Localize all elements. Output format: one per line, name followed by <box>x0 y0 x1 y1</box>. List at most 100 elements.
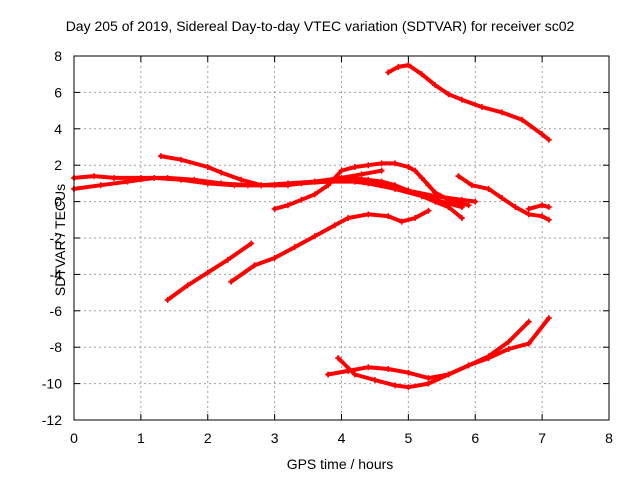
data-point <box>485 185 492 192</box>
data-point <box>405 369 412 376</box>
data-point <box>425 375 432 382</box>
data-point <box>285 182 291 189</box>
data-point <box>157 153 164 160</box>
axis-ticks: 0 1 2 3 4 5 6 7 8 -12 -10 -8 -6 -4 -2 0 2 4 6 8 <box>42 48 613 446</box>
data-point <box>539 202 546 209</box>
x-tick-label: 8 <box>605 430 613 446</box>
x-tick-label: 6 <box>471 430 479 446</box>
data-point <box>271 255 278 262</box>
x-tick-label: 5 <box>404 430 412 446</box>
series-track-7 <box>455 173 552 223</box>
y-tick-label: 4 <box>54 121 62 137</box>
y-tick-label: -6 <box>50 303 63 319</box>
series-track-9 <box>164 240 255 303</box>
data-point <box>358 171 365 178</box>
data-point <box>539 213 546 220</box>
data-point <box>445 196 452 203</box>
data-point <box>218 169 225 176</box>
data-point <box>432 198 439 205</box>
data-point <box>445 371 452 378</box>
data-point <box>432 82 439 89</box>
y-tick-label: -2 <box>50 230 63 246</box>
data-point <box>405 384 412 391</box>
data-point <box>525 340 532 347</box>
y-tick-label: -12 <box>42 412 62 428</box>
data-point <box>345 174 352 181</box>
data-point <box>351 371 358 378</box>
series-line <box>72 175 464 210</box>
y-tick-label: 8 <box>54 48 62 64</box>
x-tick-label: 4 <box>338 430 346 446</box>
y-tick-label: 2 <box>54 157 62 173</box>
data-point <box>485 355 492 362</box>
series-track-4 <box>271 160 472 212</box>
series-line <box>526 203 551 211</box>
data-point <box>251 262 258 269</box>
data-point <box>505 346 512 353</box>
data-point <box>311 178 318 185</box>
data-point <box>398 218 405 225</box>
data-point <box>325 182 332 189</box>
series-line <box>165 241 254 302</box>
data-point <box>455 173 462 180</box>
series-track-12 <box>335 315 552 391</box>
y-tick-label: 0 <box>54 194 62 210</box>
data-point <box>505 338 512 345</box>
data-point <box>395 63 402 70</box>
data-point <box>458 96 465 103</box>
data-point <box>365 364 372 371</box>
data-point <box>365 176 372 183</box>
data-point <box>285 202 291 209</box>
data-point <box>271 205 278 212</box>
data-point <box>418 193 425 200</box>
data-point <box>412 167 419 174</box>
data-point <box>465 362 472 369</box>
data-point <box>478 103 485 110</box>
data-point <box>472 198 479 205</box>
data-point <box>224 256 231 263</box>
data-point <box>331 176 338 183</box>
data-point <box>378 167 385 174</box>
data-point <box>425 182 432 189</box>
data-point <box>525 318 532 325</box>
data-point <box>458 214 465 221</box>
data-point <box>405 164 412 171</box>
data-point <box>331 222 338 229</box>
data-point <box>298 196 305 203</box>
data-point <box>385 213 392 220</box>
series-line <box>336 316 551 390</box>
data-point <box>311 233 318 240</box>
data-point <box>412 214 419 221</box>
data-point <box>432 189 439 196</box>
data-point <box>445 91 452 98</box>
data-point <box>151 174 158 181</box>
series-track-10 <box>228 207 432 285</box>
y-tick-label: -10 <box>42 376 62 392</box>
x-tick-label: 3 <box>271 430 279 446</box>
grid-lines <box>74 56 609 420</box>
series-line <box>326 319 531 381</box>
data-point <box>248 240 255 247</box>
chart-title: Day 205 of 2019, Sidereal Day-to-day VTE… <box>65 18 575 34</box>
data-point <box>512 204 519 211</box>
data-point <box>499 194 505 201</box>
x-tick-label: 7 <box>538 430 546 446</box>
data-point <box>525 205 532 212</box>
data-point <box>178 176 184 183</box>
data-point <box>291 244 298 251</box>
data-point <box>345 214 352 221</box>
data-point <box>338 167 345 174</box>
data-point <box>545 136 552 143</box>
data-point <box>545 204 552 211</box>
data-point <box>124 178 131 185</box>
series-line <box>332 175 464 220</box>
data-point <box>499 109 505 116</box>
data-point <box>392 182 398 189</box>
data-point <box>258 182 265 189</box>
data-point <box>351 164 358 171</box>
data-point <box>392 160 398 167</box>
x-axis-label: GPS time / hours <box>286 456 394 472</box>
data-point <box>545 315 552 322</box>
data-point <box>378 178 385 185</box>
